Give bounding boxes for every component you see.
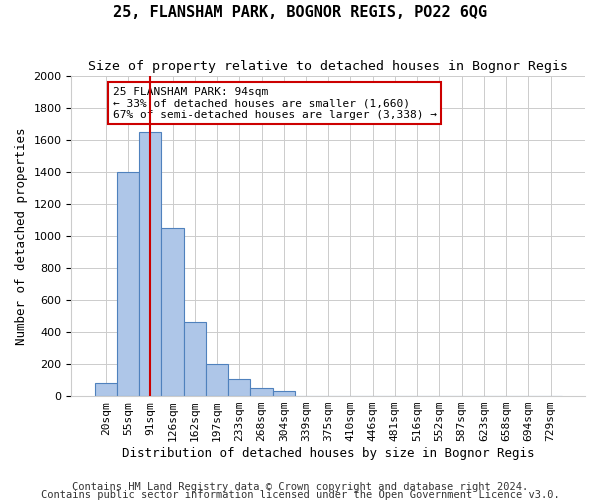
Bar [184,322,206,396]
Text: 25 FLANSHAM PARK: 94sqm
← 33% of detached houses are smaller (1,660)
67% of semi: 25 FLANSHAM PARK: 94sqm ← 33% of detache… [113,87,437,120]
Text: Contains HM Land Registry data © Crown copyright and database right 2024.: Contains HM Land Registry data © Crown c… [72,482,528,492]
Bar [139,132,161,396]
Bar [228,380,250,396]
Bar [272,392,295,396]
Title: Size of property relative to detached houses in Bognor Regis: Size of property relative to detached ho… [88,60,568,73]
Text: Contains public sector information licensed under the Open Government Licence v3: Contains public sector information licen… [41,490,559,500]
X-axis label: Distribution of detached houses by size in Bognor Regis: Distribution of detached houses by size … [122,447,535,460]
Bar [161,228,184,396]
Bar [250,388,272,396]
Bar [206,364,228,396]
Bar [117,172,139,396]
Text: 25, FLANSHAM PARK, BOGNOR REGIS, PO22 6QG: 25, FLANSHAM PARK, BOGNOR REGIS, PO22 6Q… [113,5,487,20]
Y-axis label: Number of detached properties: Number of detached properties [15,127,28,344]
Bar [95,384,117,396]
